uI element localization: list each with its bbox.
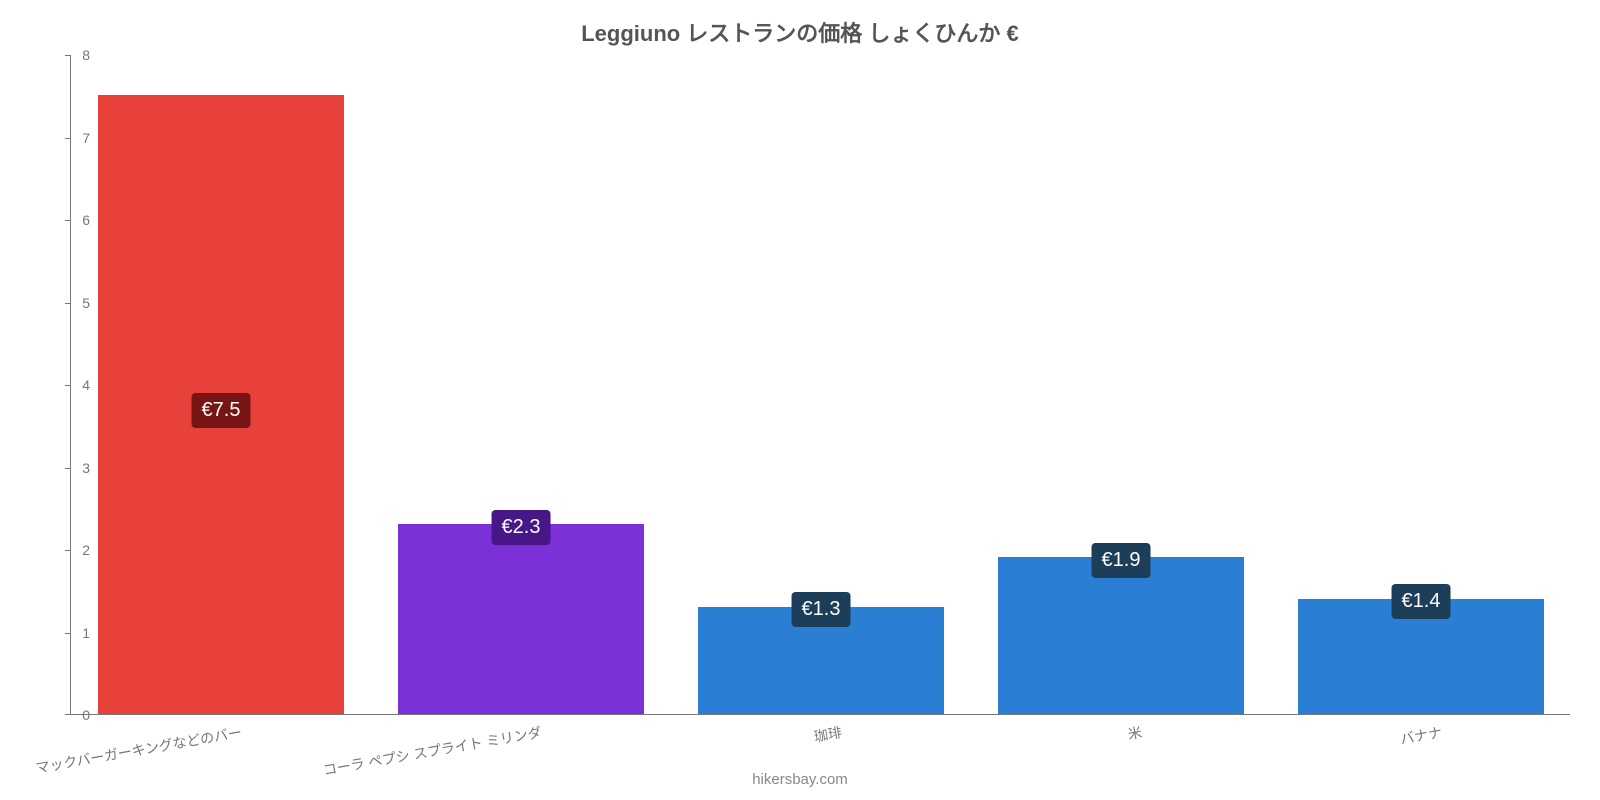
ytick-label: 2 [82,542,90,558]
xtick-label: 米 [1126,722,1143,744]
ytick-mark [65,468,71,469]
chart-title: Leggiuno レストランの価格 しょくひんか € [0,16,1600,48]
bar [398,524,644,714]
ytick-mark [65,220,71,221]
bar-value-label: €1.9 [1092,543,1151,578]
ytick-mark [65,633,71,634]
xtick-label: マックバーガーキングなどのバー [34,722,243,778]
ytick-label: 5 [82,295,90,311]
price-bar-chart: Leggiuno レストランの価格 しょくひんか € €7.5€2.3€1.3€… [0,0,1600,800]
ytick-label: 0 [82,707,90,723]
ytick-label: 8 [82,47,90,63]
bar-value-label: €7.5 [192,393,251,428]
ytick-label: 7 [82,130,90,146]
ytick-label: 6 [82,212,90,228]
bar-value-label: €1.3 [792,592,851,627]
plot-area: €7.5 €2.3 €1.3 €1.9 €1.4 [70,55,1570,715]
xtick-label: バナナ [1399,722,1444,749]
bar-value-label: €1.4 [1392,584,1451,619]
xtick-label: 珈琲 [812,722,843,747]
bar-value-label: €2.3 [492,510,551,545]
bar [998,557,1244,714]
attribution-text: hikersbay.com [0,771,1600,788]
ytick-mark [65,550,71,551]
ytick-mark [65,303,71,304]
ytick-mark [65,385,71,386]
ytick-label: 1 [82,625,90,641]
ytick-mark [65,55,71,56]
ytick-mark [65,714,71,715]
ytick-mark [65,138,71,139]
ytick-label: 4 [82,377,90,393]
ytick-label: 3 [82,460,90,476]
